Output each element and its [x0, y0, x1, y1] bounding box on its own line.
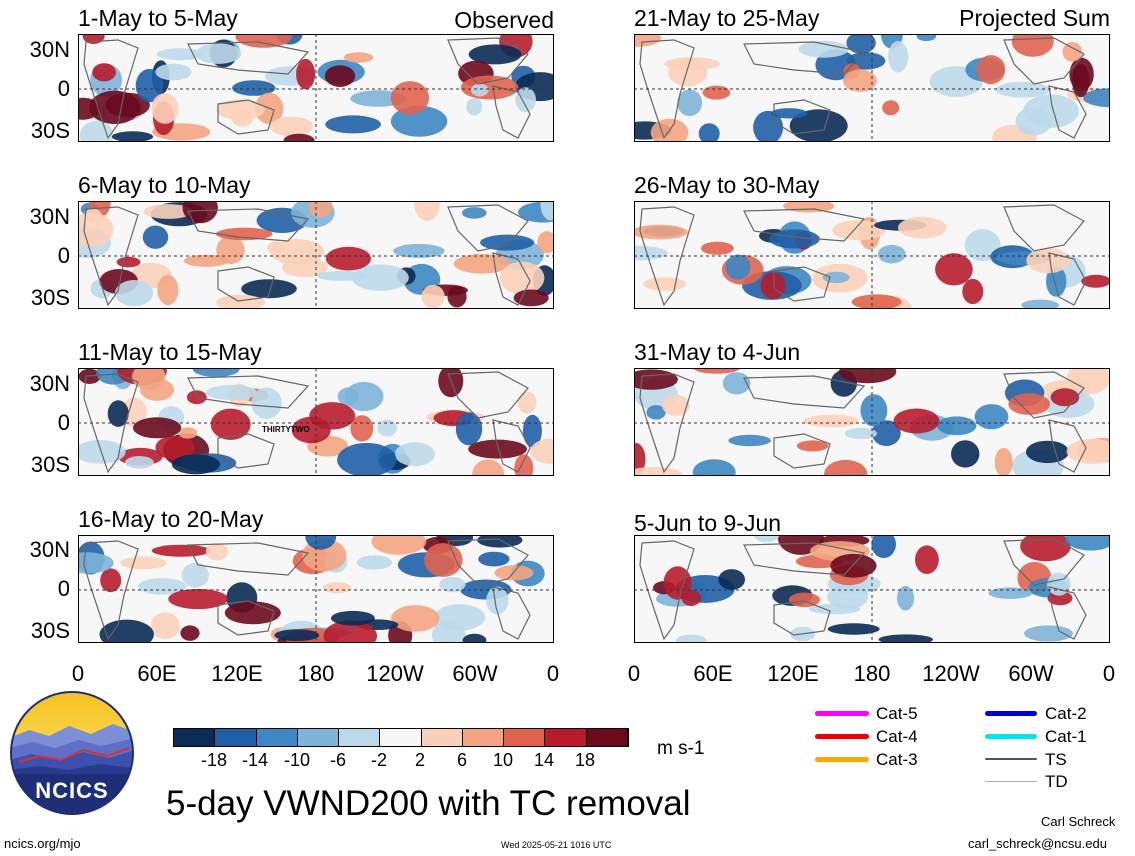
- lat-label-30n: 30N: [29, 537, 70, 562]
- legend-label-td: TD: [1045, 772, 1068, 791]
- wind-field-5: [78, 368, 554, 476]
- map-panel-6: [634, 368, 1110, 476]
- legend-swatch-cat2: [985, 711, 1037, 716]
- legend-label-cat1: Cat-1: [1045, 727, 1087, 746]
- wind-field-7: [78, 535, 554, 643]
- map-panel-2: [634, 34, 1110, 142]
- wind-field-2: [634, 34, 1110, 142]
- colorbar-tick: -18: [200, 750, 228, 770]
- lat-label-30n: 30N: [29, 204, 70, 229]
- storm-label: THIRTYTWO: [262, 425, 310, 434]
- wind-field-4: [634, 201, 1110, 309]
- lon-label-60w: 60W: [1008, 661, 1054, 686]
- colorbar-swatch: [545, 729, 587, 746]
- lon-label-120e: 120E: [767, 661, 819, 686]
- colorbar-swatch: [215, 729, 257, 746]
- panel-title-7: 16-May to 20-May: [78, 506, 264, 532]
- logo-text: NCICS: [35, 778, 108, 803]
- lon-label-180: 180: [853, 661, 891, 686]
- map-panel-3: [78, 201, 554, 309]
- panel-title-8: 5-Jun to 9-Jun: [634, 510, 782, 536]
- colorbar-tick: -2: [370, 750, 388, 770]
- map-panel-8: [634, 535, 1110, 643]
- lat-label-eq: 0: [57, 243, 70, 268]
- legend-swatch-cat5: [815, 711, 869, 716]
- lat-label-eq: 0: [57, 76, 70, 101]
- lon-label-0: 0: [627, 661, 641, 686]
- colorbar-swatch: [380, 729, 422, 746]
- panel-title-2: 21-May to 25-May: [634, 5, 820, 31]
- colorbar-tick: 18: [574, 750, 596, 770]
- lon-label-120w: 120W: [922, 661, 980, 686]
- colorbar-tick: 10: [492, 750, 514, 770]
- lon-label-0e: 0: [1102, 661, 1116, 686]
- lat-label-30s: 30S: [30, 452, 70, 477]
- author-email[interactable]: carl_schreck@ncsu.edu: [968, 836, 1107, 851]
- lat-label-30s: 30S: [30, 118, 70, 143]
- panel-title-4: 26-May to 30-May: [634, 172, 820, 198]
- lon-label-60e: 60E: [137, 661, 177, 686]
- lat-label-30s: 30S: [30, 285, 70, 310]
- colorbar-swatch: [462, 729, 505, 746]
- panel-title-5: 11-May to 15-May: [78, 339, 262, 365]
- colorbar-tick: 2: [414, 750, 426, 770]
- colorbar-tick: -6: [329, 750, 347, 770]
- legend-swatch-cat4: [815, 734, 869, 739]
- legend-label-cat4: Cat-4: [876, 727, 918, 746]
- panel-tag-projected: Projected Sum: [959, 5, 1110, 31]
- panel-title-1: 1-May to 5-May: [78, 5, 238, 31]
- lon-label-120e: 120E: [211, 661, 263, 686]
- colorbar-swatch: [586, 729, 628, 746]
- legend-swatch-cat1: [985, 734, 1037, 739]
- colorbar-swatch: [421, 729, 463, 746]
- colorbar-swatch: [504, 729, 546, 746]
- lat-label-eq: 0: [57, 576, 70, 601]
- legend-swatch-ts: [985, 758, 1037, 760]
- lon-label-60w: 60W: [452, 661, 498, 686]
- colorbar-tick: -14: [241, 750, 269, 770]
- colorbar-swatch: [256, 729, 298, 746]
- map-panel-1: [78, 34, 554, 142]
- legend-label-cat2: Cat-2: [1045, 704, 1087, 723]
- colorbar-tick: 14: [533, 750, 555, 770]
- colorbar: [173, 728, 629, 747]
- lon-label-180: 180: [297, 661, 335, 686]
- wind-field-6: [634, 368, 1110, 476]
- colorbar-tick: 6: [456, 750, 468, 770]
- lon-label-0e: 0: [546, 661, 560, 686]
- map-panel-7: [78, 535, 554, 643]
- legend-label-cat5: Cat-5: [876, 704, 918, 723]
- site-link[interactable]: ncics.org/mjo: [4, 836, 81, 851]
- lat-label-30s: 30S: [30, 618, 70, 643]
- colorbar-swatch: [174, 729, 216, 746]
- map-panel-5: [78, 368, 554, 476]
- map-panel-4: [634, 201, 1110, 309]
- timestamp: Wed 2025-05-21 1016 UTC: [501, 840, 612, 850]
- lat-label-30n: 30N: [29, 37, 70, 62]
- legend-label-ts: TS: [1045, 750, 1067, 769]
- lat-label-30n: 30N: [29, 371, 70, 396]
- panel-title-3: 6-May to 10-May: [78, 172, 251, 198]
- legend-swatch-cat3: [815, 757, 869, 762]
- wind-field-3: [78, 201, 554, 309]
- lon-label-120w: 120W: [366, 661, 424, 686]
- legend-label-cat3: Cat-3: [876, 750, 918, 769]
- wind-field-8: [634, 535, 1110, 643]
- colorbar-swatch: [297, 729, 340, 746]
- colorbar-units: m s-1: [657, 738, 705, 759]
- colorbar-swatch: [339, 729, 381, 746]
- figure-title: 5-day VWND200 with TC removal: [166, 784, 691, 823]
- panel-tag-observed: Observed: [454, 7, 554, 33]
- wind-field-1: [78, 34, 554, 142]
- lon-label-0: 0: [71, 661, 85, 686]
- ncics-logo: NCICS: [9, 690, 135, 816]
- panel-title-6: 31-May to 4-Jun: [634, 339, 801, 365]
- lat-label-eq: 0: [57, 410, 70, 435]
- author-name: Carl Schreck: [1041, 814, 1116, 829]
- lon-label-60e: 60E: [693, 661, 733, 686]
- legend-swatch-td: [985, 781, 1037, 782]
- colorbar-tick: -10: [283, 750, 311, 770]
